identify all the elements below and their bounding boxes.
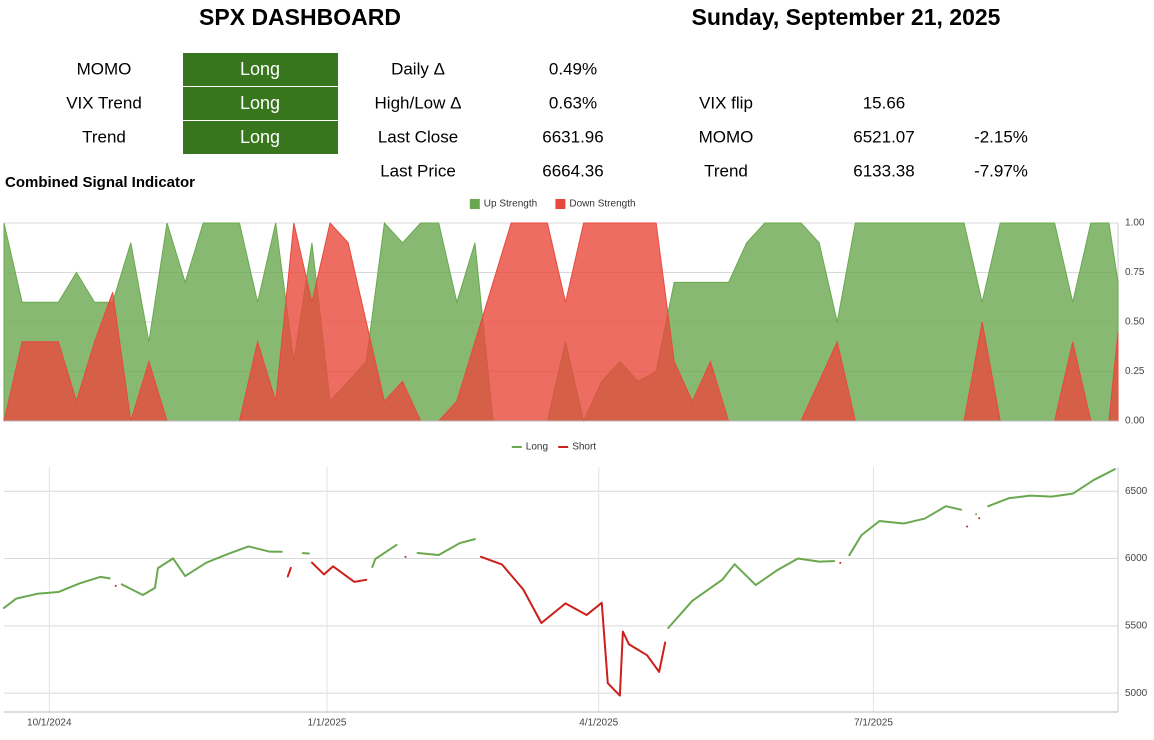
signal-label: Trend: [82, 127, 126, 146]
level-value: 6521.07: [853, 127, 914, 146]
y-tick-label: 0.50: [1125, 317, 1145, 328]
level-label: VIX flip: [699, 93, 753, 112]
stat-label: Last Close: [378, 127, 458, 146]
signal-label: MOMO: [77, 59, 132, 78]
stat-value: 0.63%: [549, 93, 597, 112]
y-tick-label: 6000: [1125, 553, 1148, 564]
level-label: Trend: [704, 161, 748, 180]
legend-label: Up Strength: [484, 199, 537, 210]
line: [3, 468, 1116, 629]
signal-value: Long: [240, 59, 280, 79]
stat-label: Daily Δ: [391, 59, 445, 78]
x-tick-label: 1/1/2025: [308, 718, 347, 729]
legend-swatch: [469, 199, 480, 209]
signal-label: VIX Trend: [66, 93, 142, 112]
section-title: Combined Signal Indicator: [5, 174, 195, 191]
stat-label: Last Price: [380, 161, 456, 180]
stat-value: 0.49%: [549, 59, 597, 78]
signal-box: [183, 121, 338, 154]
stat-value: 6664.36: [542, 161, 603, 180]
signal-value: Long: [240, 127, 280, 147]
level-change: -7.97%: [974, 161, 1028, 180]
legend-swatch: [555, 199, 566, 209]
signal-value: Long: [240, 93, 280, 113]
y-tick-label: 0.00: [1125, 416, 1145, 427]
dashboard-title: SPX DASHBOARD: [199, 4, 401, 30]
y-tick-label: 0.25: [1125, 366, 1145, 377]
level-value: 15.66: [863, 93, 906, 112]
y-tick-label: 5000: [1125, 688, 1148, 699]
stat-label: High/Low Δ: [375, 93, 462, 112]
legend-label: Short: [572, 442, 596, 453]
y-tick-label: 1.00: [1125, 218, 1145, 229]
level-change: -2.15%: [974, 127, 1028, 146]
stat-value: 6631.96: [542, 127, 603, 146]
line: [114, 517, 981, 697]
signal-box: [183, 53, 338, 86]
x-tick-label: 4/1/2025: [579, 718, 618, 729]
y-tick-label: 0.75: [1125, 267, 1145, 278]
signal-box: [183, 87, 338, 120]
y-tick-label: 6500: [1125, 486, 1148, 497]
legend-label: Long: [526, 442, 548, 453]
x-tick-label: 7/1/2025: [854, 718, 893, 729]
dashboard-date: Sunday, September 21, 2025: [692, 4, 1001, 30]
legend-label: Down Strength: [569, 199, 635, 210]
level-label: MOMO: [699, 127, 754, 146]
level-value: 6133.38: [853, 161, 914, 180]
x-tick-label: 10/1/2024: [27, 718, 72, 729]
y-tick-label: 5500: [1125, 620, 1148, 631]
